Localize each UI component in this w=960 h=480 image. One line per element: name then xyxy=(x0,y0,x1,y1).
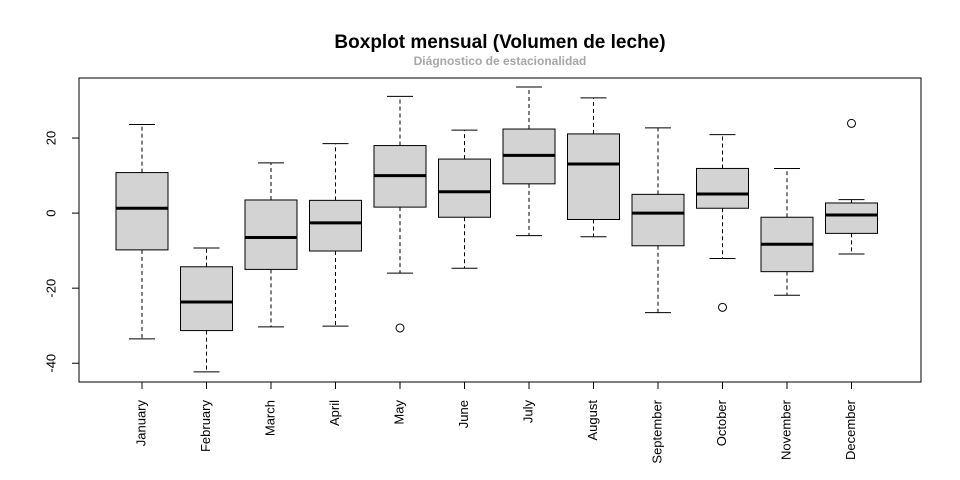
iqr-box-december xyxy=(825,202,878,234)
x-tick-label-february: February xyxy=(198,400,213,453)
y-tick-label-0: -40 xyxy=(43,354,58,373)
x-tick-label-august: August xyxy=(585,400,600,441)
x-tick-label-may: May xyxy=(391,400,406,425)
x-tick-label-april: April xyxy=(327,400,342,426)
outlier-october-0 xyxy=(718,302,727,312)
x-tick-label-november: November xyxy=(778,399,793,460)
box-august xyxy=(567,97,620,238)
box-december xyxy=(825,118,878,255)
iqr-box-april xyxy=(309,199,362,252)
y-tick-label-2: 0 xyxy=(43,209,58,216)
x-tick-label-january: January xyxy=(133,400,148,447)
x-tick-label-december: December xyxy=(843,399,858,460)
iqr-box-january xyxy=(115,172,169,251)
chart-title: Boxplot mensual (Volumen de leche) xyxy=(334,32,665,53)
chart-subtitle: Diágnostico de estacionalidad xyxy=(414,54,587,68)
x-tick-label-october: October xyxy=(714,399,729,446)
x-tick-label-july: July xyxy=(520,400,535,424)
outlier-may-0 xyxy=(395,323,405,333)
x-tick-label-march: March xyxy=(262,400,277,436)
iqr-box-august xyxy=(567,133,620,220)
outlier-december-0 xyxy=(847,118,856,128)
y-axis: -40 -20 0 20 xyxy=(43,131,79,373)
x-axis: January February March April May June July Augu… xyxy=(133,382,858,464)
box-january xyxy=(115,124,169,340)
boxes-group xyxy=(115,86,878,373)
box-february xyxy=(180,247,233,373)
iqr-box-october xyxy=(696,167,749,209)
box-march xyxy=(244,162,298,328)
box-april xyxy=(309,143,362,327)
iqr-box-february xyxy=(180,266,233,332)
y-tick-label-1: -20 xyxy=(43,279,58,298)
box-may xyxy=(373,95,427,333)
iqr-box-september xyxy=(631,193,685,247)
x-tick-label-june: June xyxy=(456,400,471,428)
box-july xyxy=(502,86,556,237)
box-october xyxy=(696,134,749,312)
box-november xyxy=(760,167,814,296)
box-september xyxy=(631,127,685,314)
box-june xyxy=(438,129,491,269)
iqr-box-june xyxy=(438,158,491,218)
plot-frame xyxy=(78,77,922,383)
iqr-box-march xyxy=(244,199,298,270)
x-tick-label-september: September xyxy=(649,399,664,463)
y-tick-label-3: 20 xyxy=(43,131,58,145)
